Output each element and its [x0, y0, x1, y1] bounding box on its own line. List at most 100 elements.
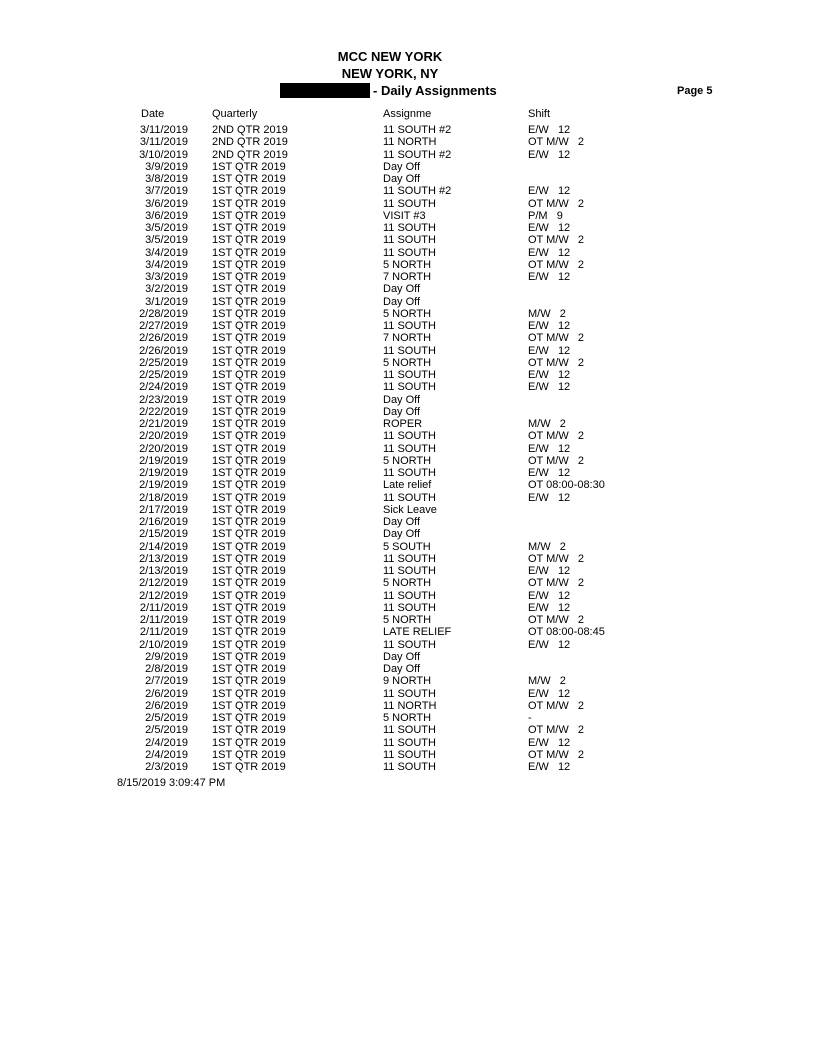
table-row: 2/25/2019 1ST QTR 2019 5 NORTH OT M/W 2 [0, 357, 816, 369]
cell-date: 2/12/2019 [139, 589, 188, 602]
cell-assignment: Sick Leave [383, 503, 437, 516]
cell-assignment: Day Off [383, 528, 421, 541]
cell-quarterly: 1ST QTR 2019 [212, 712, 286, 724]
cell-assignment: 11 SOUTH [383, 601, 436, 614]
cell-assignment: 5 NORTH [383, 356, 432, 369]
cell-date: 3/11/2019 [139, 124, 188, 136]
table-row: 2/19/2019 1ST QTR 2019 5 NORTH OT M/W 2 [0, 455, 816, 467]
cell-assignment: 5 NORTH [383, 614, 432, 626]
table-row: 3/5/2019 1ST QTR 2019 11 SOUTH E/W 12 [0, 222, 816, 234]
cell-shift: OT M/W 2 [528, 258, 585, 271]
cell-quarterly: 1ST QTR 2019 [212, 675, 286, 688]
cell-quarterly: 1ST QTR 2019 [212, 246, 286, 259]
cell-assignment: 11 NORTH [383, 136, 437, 149]
cell-shift: E/W 12 [528, 736, 571, 749]
cell-shift: OT M/W 2 [528, 724, 585, 737]
cell-quarterly: 1ST QTR 2019 [212, 589, 286, 602]
table-row: 3/6/2019 1ST QTR 2019 11 SOUTH OT M/W 2 [0, 198, 816, 210]
cell-assignment: 11 SOUTH [383, 381, 436, 394]
cell-shift: E/W 12 [528, 185, 571, 198]
table-row: 2/11/2019 1ST QTR 2019 11 SOUTH E/W 12 [0, 602, 816, 614]
cell-quarterly: 2ND QTR 2019 [212, 124, 288, 136]
cell-date: 3/11/2019 [139, 136, 188, 149]
cell-quarterly: 1ST QTR 2019 [212, 748, 286, 761]
cell-shift: E/W 12 [528, 344, 571, 357]
cell-shift: OT M/W 2 [528, 136, 585, 149]
cell-assignment: 5 NORTH [383, 577, 432, 590]
cell-date: 2/28/2019 [139, 307, 188, 320]
cell-quarterly: 1ST QTR 2019 [212, 528, 286, 541]
cell-date: 2/11/2019 [139, 601, 188, 614]
table-row: 2/7/2019 1ST QTR 2019 9 NORTH M/W 2 [0, 675, 816, 687]
table-row: 3/10/2019 2ND QTR 2019 11 SOUTH #2 E/W 12 [0, 149, 816, 161]
cell-assignment: Day Off [383, 160, 421, 173]
table-row: 2/4/2019 1ST QTR 2019 11 SOUTH OT M/W 2 [0, 749, 816, 761]
cell-shift: - [528, 712, 532, 724]
cell-date: 3/5/2019 [145, 234, 188, 247]
table-row: 2/24/2019 1ST QTR 2019 11 SOUTH E/W 12 [0, 381, 816, 393]
table-row: 2/25/2019 1ST QTR 2019 11 SOUTH E/W 12 [0, 369, 816, 381]
cell-assignment: VISIT #3 [383, 209, 426, 222]
cell-assignment: 11 SOUTH #2 [383, 185, 452, 198]
cell-quarterly: 1ST QTR 2019 [212, 307, 286, 320]
table-row: 2/23/2019 1ST QTR 2019 Day Off [0, 394, 816, 406]
cell-assignment: Day Off [383, 405, 421, 418]
cell-date: 2/14/2019 [139, 540, 188, 553]
cell-assignment: 5 NORTH [383, 258, 432, 271]
cell-shift: E/W 12 [528, 246, 571, 259]
cell-shift: M/W 2 [528, 418, 566, 430]
cell-assignment: 11 SOUTH [383, 222, 436, 234]
table-row: 2/12/2019 1ST QTR 2019 5 NORTH OT M/W 2 [0, 577, 816, 589]
cell-quarterly: 1ST QTR 2019 [212, 454, 286, 467]
cell-shift: OT M/W 2 [528, 197, 585, 210]
table-row: 2/13/2019 1ST QTR 2019 11 SOUTH OT M/W 2 [0, 553, 816, 565]
table-row: 2/3/2019 1ST QTR 2019 11 SOUTH E/W 12 [0, 761, 816, 773]
cell-quarterly: 1ST QTR 2019 [212, 283, 286, 296]
cell-assignment: Day Off [383, 393, 421, 406]
table-row: 3/11/2019 2ND QTR 2019 11 NORTH OT M/W 2 [0, 136, 816, 148]
cell-date: 2/17/2019 [139, 503, 188, 516]
table-row: 2/19/2019 1ST QTR 2019 Late relief OT 08:00… [0, 479, 816, 491]
cell-quarterly: 1ST QTR 2019 [212, 234, 286, 247]
cell-date: 3/4/2019 [145, 246, 188, 259]
column-header-date: Date [141, 108, 165, 120]
cell-quarterly: 1ST QTR 2019 [212, 393, 286, 406]
table-row: 3/6/2019 1ST QTR 2019 VISIT #3 P/M 9 [0, 210, 816, 222]
cell-date: 2/25/2019 [139, 369, 188, 381]
cell-assignment: 5 NORTH [383, 307, 432, 320]
cell-assignment: 11 NORTH [383, 699, 437, 712]
table-row: 2/19/2019 1ST QTR 2019 11 SOUTH E/W 12 [0, 467, 816, 479]
cell-date: 2/11/2019 [139, 614, 188, 626]
cell-shift: OT M/W 2 [528, 614, 585, 626]
cell-shift: OT 08:00-08:45 [528, 626, 605, 639]
table-row: 3/11/2019 2ND QTR 2019 11 SOUTH #2 E/W 12 [0, 124, 816, 136]
cell-quarterly: 1ST QTR 2019 [212, 185, 286, 198]
cell-assignment: Day Off [383, 650, 421, 663]
cell-quarterly: 1ST QTR 2019 [212, 332, 286, 345]
table-row: 3/7/2019 1ST QTR 2019 11 SOUTH #2 E/W 12 [0, 185, 816, 197]
cell-shift: OT M/W 2 [528, 332, 585, 345]
cell-assignment: 11 SOUTH [383, 638, 436, 651]
table-row: 2/9/2019 1ST QTR 2019 Day Off [0, 651, 816, 663]
cell-shift: E/W 12 [528, 271, 571, 283]
cell-shift: E/W 12 [528, 565, 571, 577]
cell-quarterly: 1ST QTR 2019 [212, 258, 286, 271]
cell-date: 2/19/2019 [139, 479, 188, 492]
cell-assignment: 5 NORTH [383, 712, 432, 724]
cell-assignment: 11 SOUTH #2 [383, 124, 452, 136]
cell-date: 2/21/2019 [139, 418, 188, 430]
cell-date: 2/20/2019 [139, 442, 188, 455]
table-row: 2/6/2019 1ST QTR 2019 11 NORTH OT M/W 2 [0, 700, 816, 712]
cell-quarterly: 1ST QTR 2019 [212, 724, 286, 737]
table-row: 2/18/2019 1ST QTR 2019 11 SOUTH E/W 12 [0, 492, 816, 504]
cell-quarterly: 1ST QTR 2019 [212, 552, 286, 565]
cell-assignment: 11 SOUTH [383, 589, 436, 602]
table-row: 2/20/2019 1ST QTR 2019 11 SOUTH E/W 12 [0, 443, 816, 455]
cell-date: 3/3/2019 [145, 271, 188, 283]
cell-date: 2/4/2019 [145, 748, 188, 761]
cell-date: 2/9/2019 [145, 650, 188, 663]
table-row: 2/13/2019 1ST QTR 2019 11 SOUTH E/W 12 [0, 565, 816, 577]
cell-date: 2/20/2019 [139, 430, 188, 443]
cell-shift: OT 08:00-08:30 [528, 479, 605, 492]
cell-quarterly: 1ST QTR 2019 [212, 369, 286, 381]
